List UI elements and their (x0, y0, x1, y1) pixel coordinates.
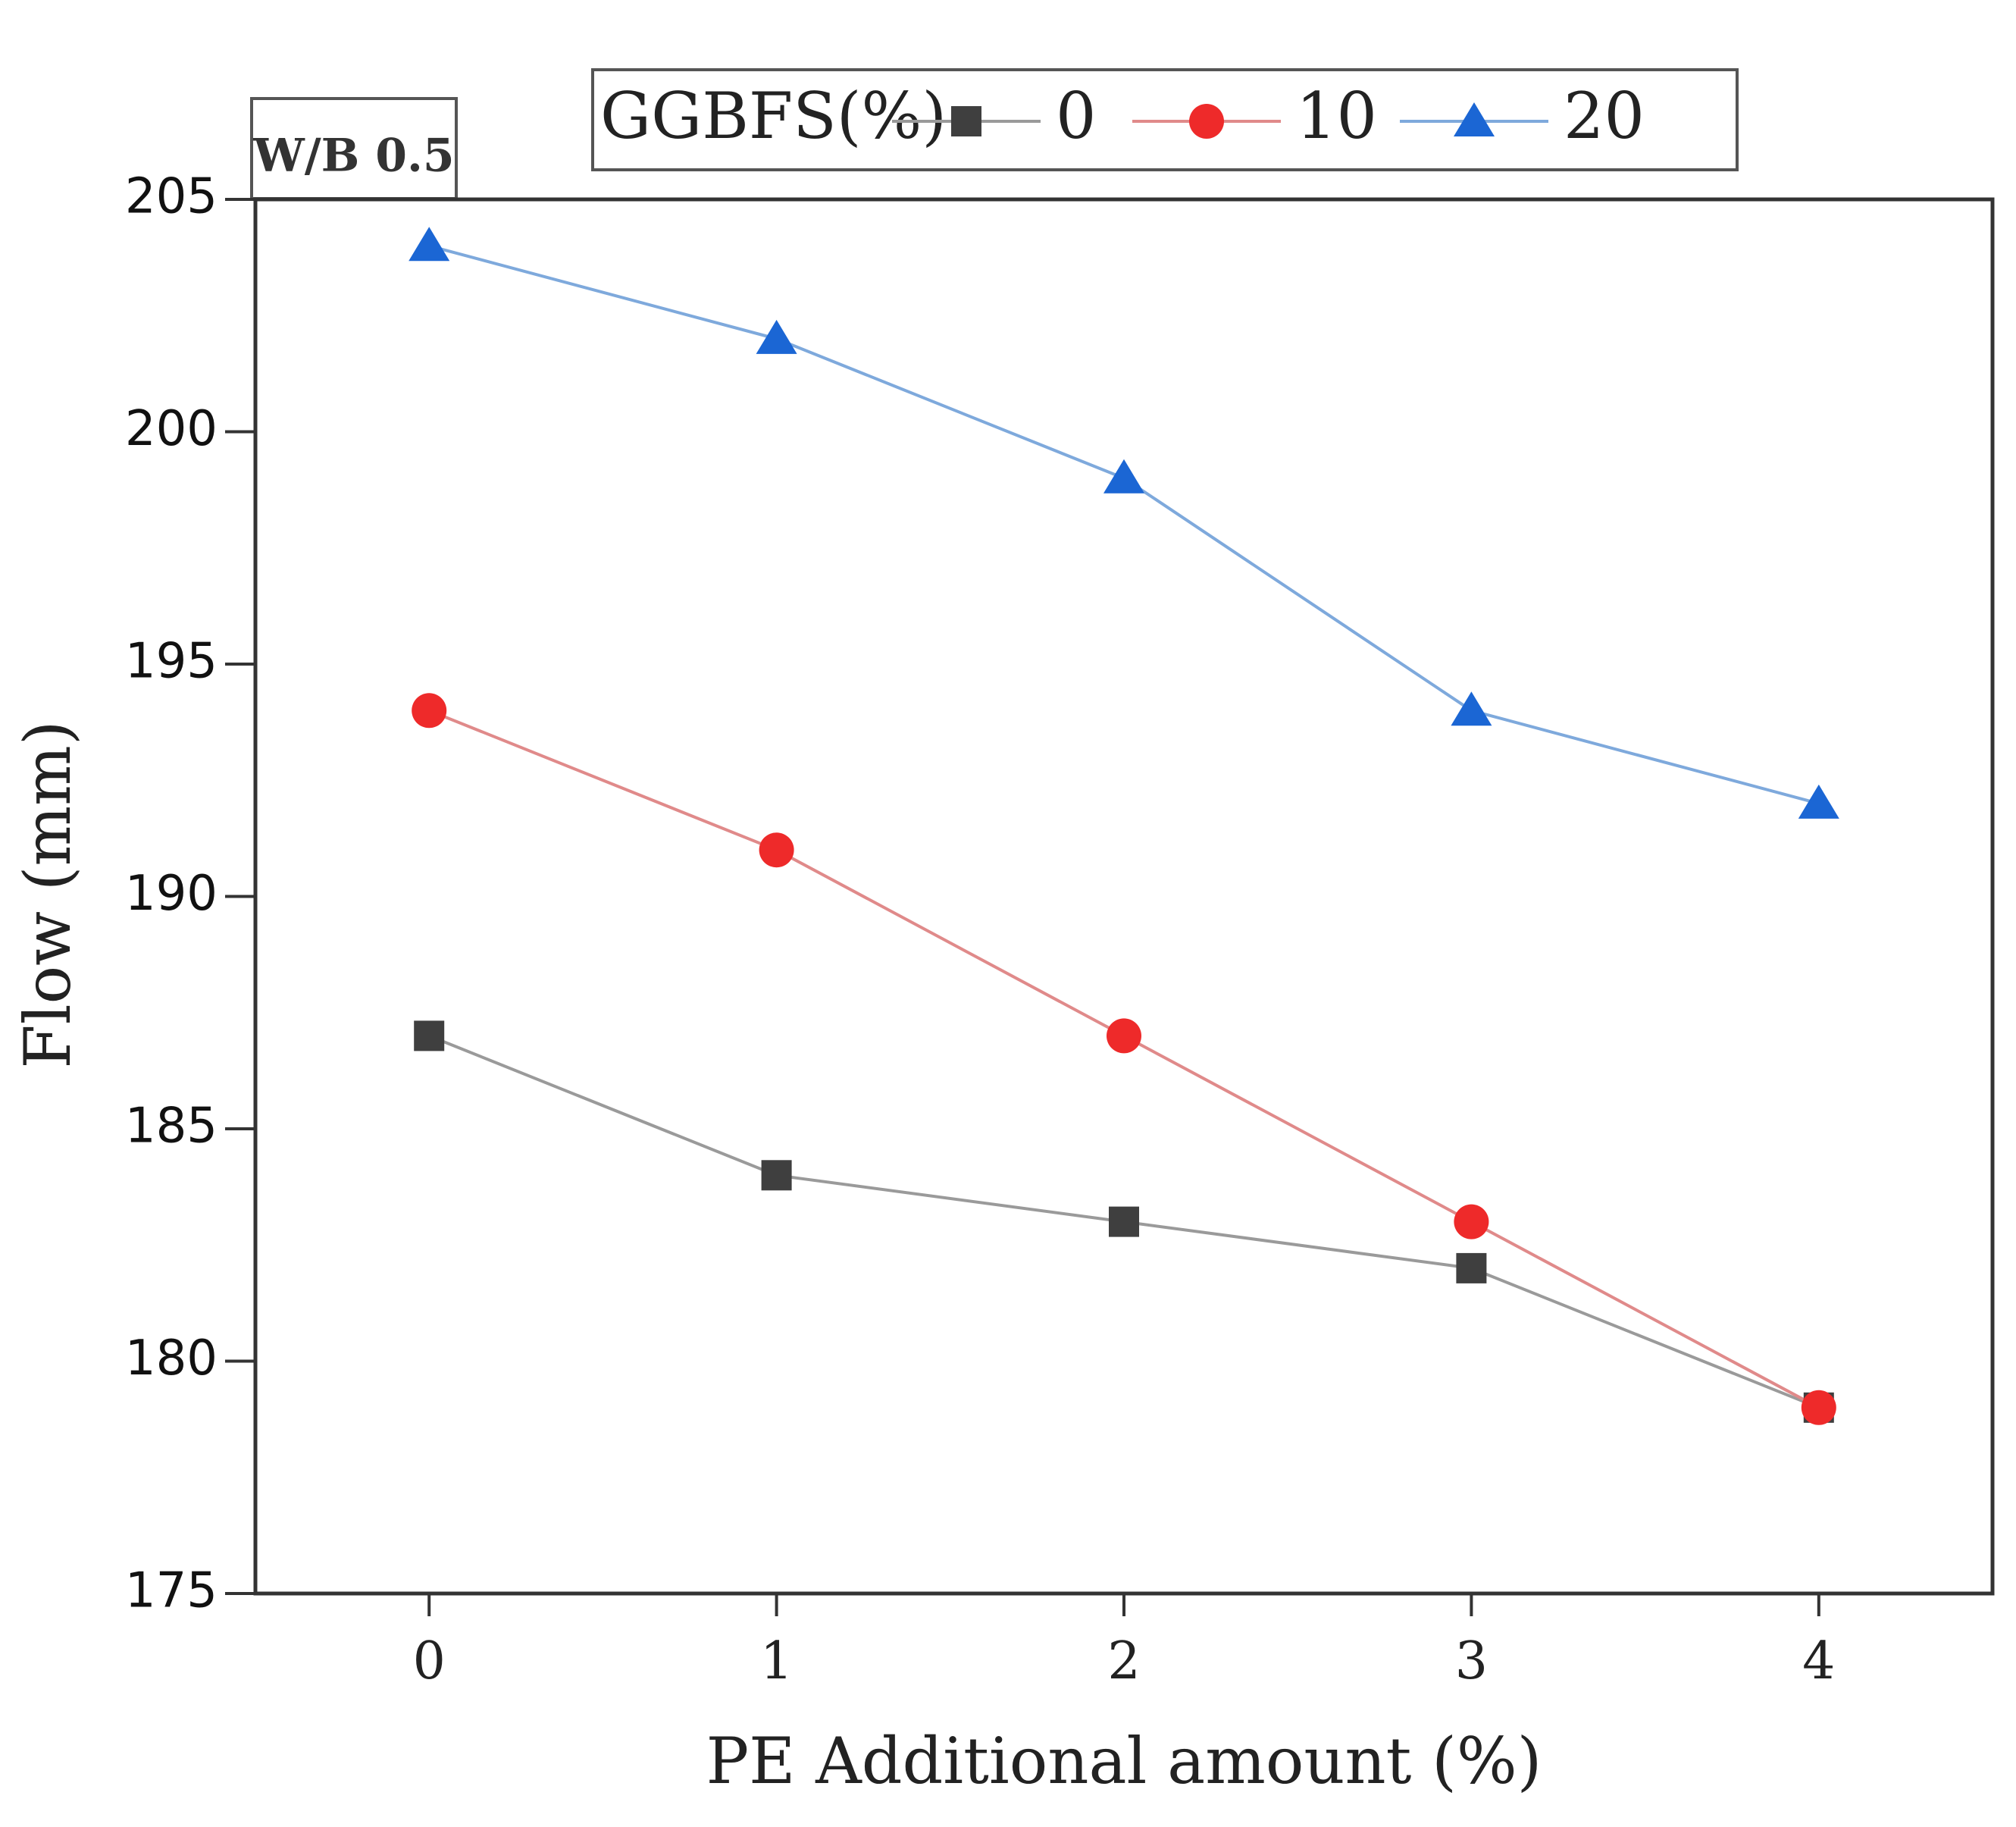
plot-area-frame (253, 197, 1995, 1596)
x-tick-label: 2 (1107, 1631, 1140, 1691)
y-tick-label: 195 (125, 634, 218, 690)
data-point-20 (1451, 691, 1492, 726)
x-axis-title: PE Additional amount (%) (706, 1724, 1542, 1798)
legend-marker-20 (1454, 102, 1495, 136)
x-tick-label: 3 (1455, 1631, 1488, 1691)
annotation-text: W/B 0.5 (252, 130, 454, 183)
y-tick-label: 175 (125, 1563, 218, 1619)
data-point-0 (1456, 1252, 1487, 1283)
legend-label-0: 0 (1056, 79, 1096, 153)
data-point-0 (761, 1160, 792, 1191)
y-tick-label: 185 (125, 1098, 218, 1155)
y-tick-label: 200 (125, 401, 218, 457)
data-point-10 (412, 693, 447, 729)
legend-entries: 0 10 20 (892, 79, 1645, 153)
data-point-10 (1107, 1018, 1141, 1054)
data-point-0 (414, 1020, 445, 1051)
data-point-10 (1454, 1204, 1489, 1239)
x-tick-label: 0 (413, 1631, 446, 1691)
annotation-box: W/B 0.5 (250, 97, 458, 200)
data-point-0 (1109, 1206, 1139, 1237)
data-point-20 (756, 319, 797, 354)
y-tick-label: 190 (125, 866, 218, 922)
y-axis: 175 180 185 190 195 200 205 (125, 169, 255, 1619)
x-axis: 0 1 2 3 4 (413, 1594, 1835, 1691)
x-tick-label: 1 (760, 1631, 793, 1691)
data-point-20 (1103, 459, 1144, 494)
legend-label-20: 20 (1564, 79, 1645, 153)
legend-marker-0 (951, 106, 981, 136)
data-point-10 (759, 832, 794, 868)
x-tick-label: 4 (1802, 1631, 1835, 1691)
legend-marker-10 (1189, 104, 1224, 139)
y-axis-title: Flow (mm) (11, 720, 85, 1068)
series-line-20 (428, 244, 1820, 805)
data-point-20 (409, 227, 450, 262)
legend-title: GGBFS(%) (600, 79, 947, 153)
y-tick-label: 205 (125, 169, 218, 225)
series-markers (409, 227, 1839, 1425)
data-point-20 (1798, 784, 1839, 819)
series-line-10 (428, 709, 1820, 1409)
annotation-frame (250, 97, 458, 200)
legend: GGBFS(%) 0 10 20 (591, 68, 1739, 171)
legend-label-10: 10 (1296, 79, 1377, 153)
data-point-10 (1801, 1390, 1836, 1425)
y-tick-label: 180 (125, 1330, 218, 1387)
